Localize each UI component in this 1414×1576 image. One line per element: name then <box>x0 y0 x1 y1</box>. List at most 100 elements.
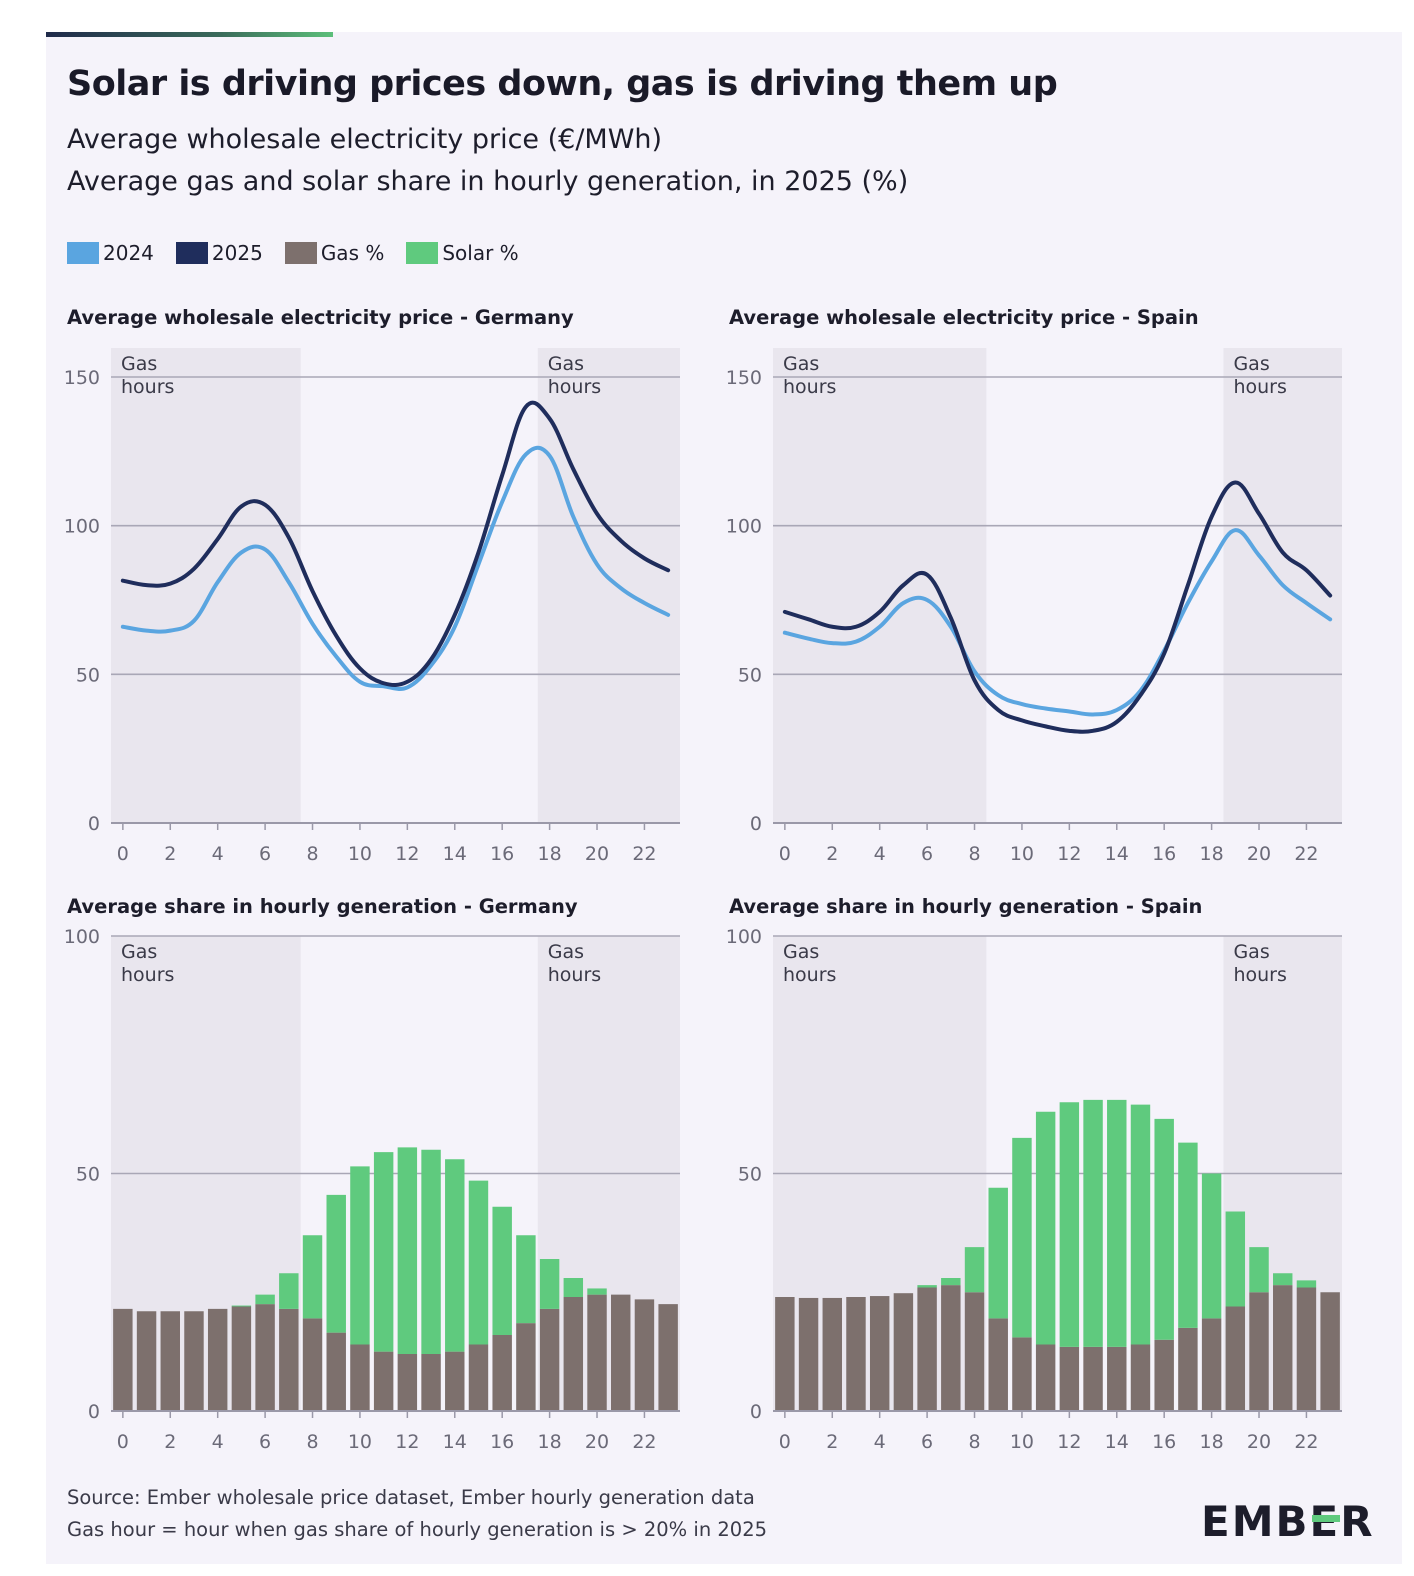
bar-gas <box>1154 1339 1174 1411</box>
bar-solar <box>1273 1273 1293 1286</box>
x-tick-label: 6 <box>921 1431 933 1453</box>
panel-title-price-spain: Average wholesale electricity price - Sp… <box>729 306 1199 329</box>
bar-solar <box>516 1235 536 1324</box>
bar-gas <box>1012 1337 1032 1411</box>
y-tick-label: 150 <box>64 367 100 389</box>
bar-gas <box>1083 1346 1103 1411</box>
bar-solar <box>302 1235 323 1319</box>
y-tick-label: 100 <box>726 516 762 538</box>
x-tick-label: 18 <box>538 843 562 865</box>
bar-gas <box>231 1306 252 1411</box>
gas-hours-label: hours <box>783 964 836 986</box>
x-tick-label: 14 <box>443 843 467 865</box>
x-tick-label: 8 <box>306 843 318 865</box>
subtitle-share: Average gas and solar share in hourly ge… <box>67 166 909 197</box>
y-tick-label: 50 <box>738 664 762 686</box>
bar-solar <box>279 1273 299 1309</box>
x-tick-label: 18 <box>538 1431 562 1453</box>
gas-hours-label: hours <box>121 964 174 986</box>
x-tick-label: 22 <box>632 843 656 865</box>
bar-gas <box>255 1304 275 1411</box>
y-tick-label: 100 <box>726 926 762 948</box>
x-tick-label: 8 <box>968 1431 980 1453</box>
gas-hours-label: Gas <box>548 941 584 963</box>
y-tick-label: 50 <box>76 664 100 686</box>
bar-solar <box>397 1147 418 1354</box>
bar-gas <box>468 1344 489 1411</box>
bar-gas <box>658 1304 678 1411</box>
bar-gas <box>941 1285 961 1411</box>
x-tick-label: 4 <box>212 1431 224 1453</box>
legend-item-solar: Solar % <box>406 241 519 265</box>
bar-gas <box>611 1294 631 1411</box>
x-tick-label: 2 <box>826 843 838 865</box>
y-tick-label: 0 <box>88 813 100 835</box>
bar-gas <box>1273 1285 1293 1411</box>
x-tick-label: 2 <box>826 1431 838 1453</box>
x-tick-label: 4 <box>874 843 886 865</box>
x-tick-label: 16 <box>490 843 514 865</box>
x-tick-label: 12 <box>395 843 419 865</box>
x-tick-label: 10 <box>1010 1431 1034 1453</box>
panel-title-share-germany: Average share in hourly generation - Ger… <box>67 895 578 918</box>
bar-gas <box>1296 1287 1317 1411</box>
bar-gas <box>279 1308 299 1411</box>
bar-gas <box>445 1351 465 1411</box>
gas-hours-label: hours <box>1233 376 1286 398</box>
bar-solar <box>1178 1142 1198 1328</box>
x-tick-label: 16 <box>1152 1431 1176 1453</box>
bar-gas <box>136 1311 157 1411</box>
bar-gas <box>917 1287 937 1411</box>
bar-solar <box>492 1206 512 1335</box>
x-tick-label: 14 <box>443 1431 467 1453</box>
x-tick-label: 2 <box>164 843 176 865</box>
x-tick-label: 2 <box>164 1431 176 1453</box>
x-tick-label: 6 <box>921 843 933 865</box>
y-tick-label: 0 <box>88 1401 100 1423</box>
x-tick-label: 0 <box>779 843 791 865</box>
y-tick-label: 150 <box>726 367 762 389</box>
bar-gas <box>1249 1292 1269 1411</box>
x-tick-label: 10 <box>348 843 372 865</box>
x-tick-label: 0 <box>117 1431 129 1453</box>
x-tick-label: 16 <box>490 1431 514 1453</box>
bar-gas <box>893 1293 914 1411</box>
bar-gas <box>516 1323 536 1411</box>
bar-solar <box>1296 1280 1317 1288</box>
gas-hours-band <box>773 348 987 823</box>
bar-solar <box>1035 1111 1056 1345</box>
bar-solar <box>326 1194 346 1333</box>
legend-swatch-2024 <box>67 242 99 264</box>
gas-hours-band <box>537 348 680 823</box>
legend-swatch-gas <box>284 242 317 264</box>
subtitle-price: Average wholesale electricity price (€/M… <box>67 124 663 155</box>
bar-gas <box>184 1311 204 1411</box>
bar-solar <box>1059 1102 1080 1347</box>
bar-gas <box>846 1297 866 1411</box>
bar-gas <box>1178 1327 1198 1411</box>
y-tick-label: 100 <box>64 516 100 538</box>
gas-hours-label: Gas <box>1233 353 1269 375</box>
ember-logo: EMBER <box>1201 1497 1375 1546</box>
y-tick-label: 100 <box>64 926 100 948</box>
x-tick-label: 12 <box>395 1431 419 1453</box>
x-tick-label: 6 <box>259 1431 271 1453</box>
gas-hours-label: Gas <box>783 941 819 963</box>
bar-gas <box>1035 1344 1056 1411</box>
y-tick-label: 0 <box>750 1401 762 1423</box>
bar-gas <box>207 1308 228 1411</box>
x-tick-label: 20 <box>585 1431 609 1453</box>
legend-label: Solar % <box>442 241 519 265</box>
bar-gas <box>397 1354 418 1411</box>
bar-gas <box>988 1318 1008 1411</box>
series-line-2025 <box>120 400 671 688</box>
bar-gas <box>634 1299 655 1411</box>
bar-solar <box>1130 1104 1151 1345</box>
bar-solar <box>1107 1099 1127 1347</box>
source-note: Source: Ember wholesale price dataset, E… <box>67 1486 755 1509</box>
bar-solar <box>563 1278 584 1297</box>
bar-gas <box>350 1344 370 1411</box>
series-line-2024 <box>782 528 1333 717</box>
